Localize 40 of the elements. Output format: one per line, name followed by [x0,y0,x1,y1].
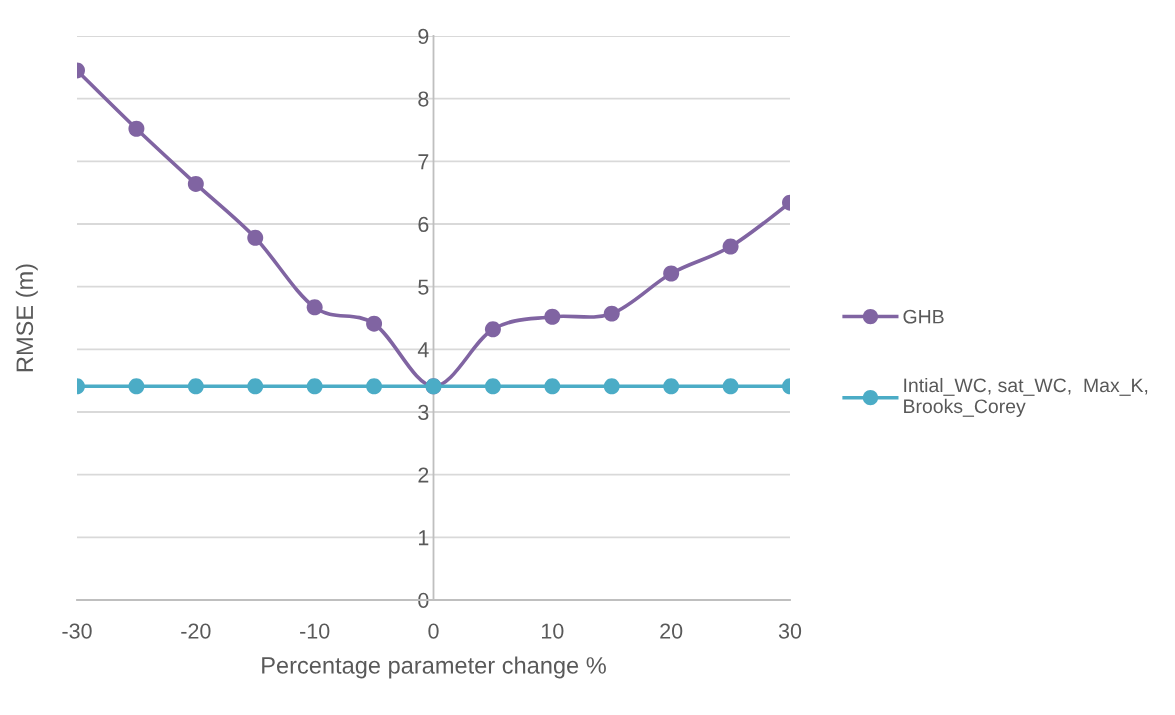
y-tick-label: 1 [419,530,429,546]
point [128,120,145,137]
legend-label: Intial_WC, sat_WC, Max_K, Brooks_Corey [904,377,1148,417]
y-tick-label: 7 [418,154,429,170]
point [247,378,264,395]
x-tick-label: 30 [778,623,802,639]
x-tick-label: -20 [181,623,211,639]
x-axis-title: Percentage parameter change % [262,656,606,679]
y-tick-label: 5 [418,279,429,295]
point [306,299,323,316]
point [663,265,680,282]
point [484,378,501,395]
point [128,378,145,395]
legend-label: GHB [903,309,944,324]
x-tick-label: -10 [300,623,330,639]
point [603,378,620,395]
y-tick-label: 4 [417,342,429,358]
point [722,378,739,395]
point [247,229,264,246]
point [603,305,620,322]
y-tick-label: 3 [418,404,429,421]
y-tick-label: 2 [418,467,429,483]
point [663,378,680,395]
y-axis-title: RMSE (m) [15,264,38,372]
point [722,238,739,255]
point [187,175,204,192]
x-tick-label: 10 [542,623,564,639]
point [544,378,561,395]
x-tick-label: 20 [660,623,683,639]
point [484,321,501,338]
x-tick-label: 0 [428,623,439,639]
point [366,378,383,395]
point [544,308,561,325]
point [366,315,383,332]
x-tick-label: -30 [62,623,92,639]
y-tick-label: 9 [418,28,429,45]
y-tick-label: 6 [418,216,429,233]
point [187,378,204,395]
y-tick-label: 8 [418,91,429,107]
point [306,378,323,395]
